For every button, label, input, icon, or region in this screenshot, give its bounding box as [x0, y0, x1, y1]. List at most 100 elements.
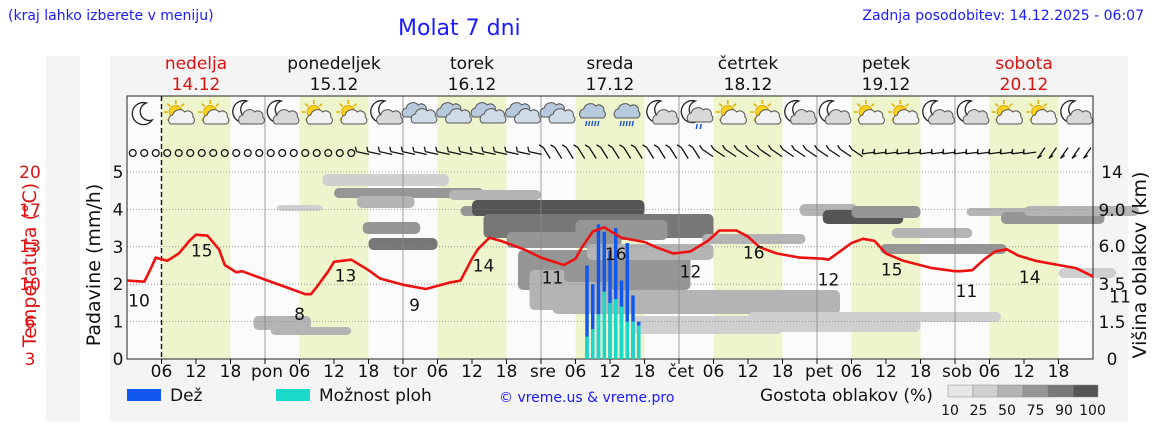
cloud-height-tick-label: 6.0	[1098, 237, 1125, 257]
wind-shaft	[885, 151, 899, 155]
wind-feather	[515, 146, 519, 152]
wind-shaft	[1000, 151, 1014, 155]
wind-shaft	[954, 151, 968, 155]
wind-shaft	[565, 147, 574, 159]
cloud-shape	[479, 108, 507, 124]
wind-feather	[1022, 148, 1025, 154]
left-axis-panel	[46, 56, 80, 422]
cloud-density-cell	[357, 196, 415, 208]
wind-calm-marker	[197, 148, 206, 158]
x-tick-label: sob	[942, 362, 972, 382]
x-tick-label: 06	[151, 362, 173, 382]
wind-feather	[676, 144, 682, 149]
wind-shaft	[896, 151, 910, 155]
cloud-height-tick-label: 9.0	[1098, 201, 1125, 221]
sun-ray	[753, 102, 758, 107]
wind-feather	[779, 144, 784, 150]
wind-barb	[653, 144, 666, 159]
wind-feather	[1037, 154, 1042, 159]
cloud-height-axis-title: Višina oblakov (km)	[1129, 172, 1151, 359]
wind-barb	[930, 148, 945, 155]
wind-barb	[1022, 148, 1037, 155]
rain-cloud-icon	[579, 103, 606, 127]
cloud-shape	[928, 109, 955, 125]
wind-shaft	[805, 148, 818, 158]
clouds-icon	[505, 102, 541, 124]
day-date-4: 18.12	[724, 75, 773, 95]
x-tick-label: 12	[1013, 362, 1035, 382]
shower-bar	[619, 306, 624, 359]
cloud-density-level-label: 75	[1027, 403, 1045, 419]
sun-cloud-icon	[853, 100, 885, 125]
wind-feather	[504, 146, 507, 152]
sun-cloud-icon	[163, 100, 195, 125]
wind-feather	[538, 144, 544, 149]
wind-feather	[919, 148, 922, 154]
rain-drop	[695, 123, 698, 130]
wind-feather	[389, 146, 392, 152]
cloud-shape	[1066, 109, 1093, 125]
rain-drop	[594, 120, 597, 127]
temperature-tick-label: 17	[19, 201, 41, 221]
day-name-1: ponedeljek	[287, 54, 381, 74]
cloud-density-swatch	[997, 384, 1024, 398]
sun-cloud-icon	[336, 100, 368, 125]
x-tick-label: 06	[565, 362, 587, 382]
cloud-density-cell	[276, 205, 323, 211]
sun-ray	[767, 102, 772, 107]
cloud-shape	[445, 108, 472, 124]
temperature-value-label: 13	[335, 267, 357, 287]
cloud-density-cell	[587, 244, 714, 260]
wind-barb	[825, 144, 841, 158]
sun-cloud-icon	[198, 100, 230, 125]
wind-feather	[722, 144, 726, 150]
cloud-shape	[892, 109, 920, 125]
wind-shaft	[908, 151, 922, 155]
wind-barb	[756, 144, 772, 158]
temperature-tick-label: 13	[19, 237, 41, 257]
wind-feather	[492, 146, 496, 152]
wind-shaft	[367, 151, 381, 155]
cloud-shape	[962, 109, 990, 125]
wind-barb	[481, 146, 496, 155]
wind-calm-marker	[174, 148, 183, 158]
wind-barb	[1036, 147, 1046, 159]
wind-barb	[802, 144, 818, 158]
cloud-density-cell	[880, 244, 1007, 254]
wind-shaft	[554, 147, 563, 159]
cloud-density-level-label: 25	[970, 403, 988, 419]
wind-barb	[999, 148, 1014, 155]
wind-barb	[1048, 147, 1058, 159]
cloud-density-cell	[253, 316, 311, 330]
x-tick-label: 18	[1048, 362, 1070, 382]
x-tick-label: 18	[220, 362, 242, 382]
rain-bar	[614, 228, 618, 359]
wind-shaft	[862, 151, 876, 155]
wind-shaft	[919, 151, 933, 155]
wind-barb	[919, 148, 933, 155]
wind-shaft	[816, 148, 829, 158]
x-tick-label: tor	[393, 362, 417, 382]
wind-barb	[1071, 147, 1081, 159]
day-date-6: 20.12	[1000, 75, 1049, 95]
temperature-value-label: 11	[956, 282, 978, 302]
cloud-density-cell	[564, 262, 679, 282]
moon-cloud-icon	[646, 99, 679, 125]
day-date-1: 15.12	[310, 75, 359, 95]
wind-barb	[619, 144, 632, 159]
shower-bar	[602, 291, 606, 359]
wind-shaft	[646, 147, 655, 159]
wind-calm-marker	[289, 148, 298, 158]
wind-feather	[561, 144, 567, 149]
sun-cloud-icon	[301, 100, 333, 125]
credit-text: © vreme.us & vreme.pro	[499, 390, 674, 406]
wind-barb	[884, 148, 899, 155]
shower-bar	[614, 299, 618, 359]
wind-barb	[423, 146, 439, 155]
precip-tick-label: 4	[113, 200, 124, 220]
wind-shaft	[988, 151, 1002, 155]
sun-ray	[353, 102, 358, 107]
wind-barb	[873, 148, 887, 155]
wind-shaft	[828, 148, 841, 158]
wind-barb	[745, 144, 760, 158]
